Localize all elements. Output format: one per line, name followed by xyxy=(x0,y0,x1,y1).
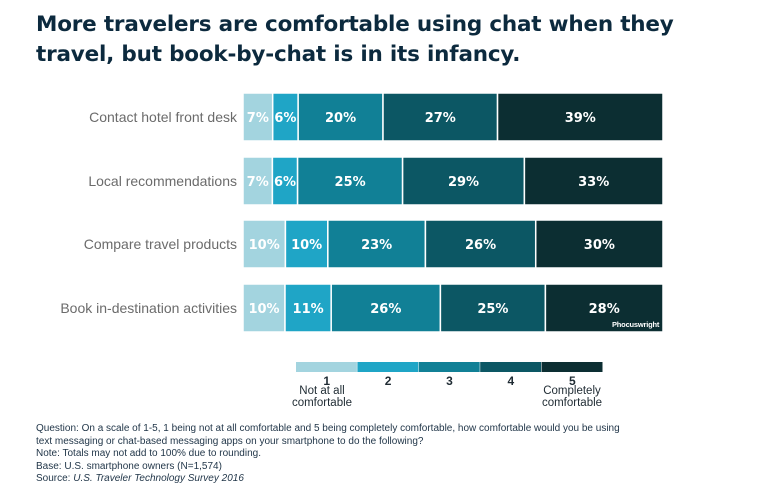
bar-segment-level-4 xyxy=(424,219,537,269)
footnote-note: Note: Totals may not add to 100% due to … xyxy=(36,448,261,459)
chart-footnotes: Question: On a scale of 1-5, 1 being not… xyxy=(36,423,736,486)
category-label: Local recommendations xyxy=(88,173,237,189)
bar-data-label: 27% xyxy=(425,111,456,126)
category-label: Compare travel products xyxy=(84,236,237,252)
chart-title: More travelers are comfortable using cha… xyxy=(36,10,736,70)
bar-data-label: 10% xyxy=(248,302,279,317)
bar-segment-level-1 xyxy=(242,219,287,269)
bar-segment-level-5 xyxy=(523,156,664,206)
footnote-source-prefix: Source: xyxy=(36,473,74,484)
legend-low-label-line-1: Not at all xyxy=(299,385,345,397)
legend-low-end-label: Not at all comfortable xyxy=(282,385,362,409)
footnote-source-title: U.S. Traveler Technology Survey 2016 xyxy=(73,473,244,484)
chart-title-line-1: More travelers are comfortable using cha… xyxy=(36,12,674,37)
legend-swatch-level-5 xyxy=(541,362,603,372)
bar-data-label: 10% xyxy=(249,238,280,253)
bar-data-label: 25% xyxy=(335,175,366,190)
legend-swatch-level-1 xyxy=(296,362,357,372)
legend-low-label-line-2: comfortable xyxy=(291,397,353,409)
legend-level-label: 2 xyxy=(385,374,392,388)
footnote-question-line-1: Question: On a scale of 1-5, 1 being not… xyxy=(36,423,620,434)
chart-title-line-2: travel, but book-by-chat is in its infan… xyxy=(36,42,521,67)
bar-data-label: 6% xyxy=(274,175,296,190)
stacked-bar-chart: Contact hotel front desk 7% 6% 20% 27% 39%Loc… xyxy=(60,92,664,388)
bar-segment-level-3 xyxy=(296,156,404,206)
category-label: Book in-destination activities xyxy=(60,300,237,316)
bar-segment-level-2 xyxy=(284,219,329,269)
bar-segment-level-3 xyxy=(327,219,427,269)
legend-swatch-level-3 xyxy=(418,362,480,372)
bar-segment-level-1 xyxy=(242,156,274,206)
footnote-question-line-2: text messaging or chat-based messaging a… xyxy=(36,435,424,447)
legend-high-end-label: Completely comfortable xyxy=(532,385,612,409)
footnote-source: Source: U.S. Traveler Technology Survey … xyxy=(36,473,736,486)
bar-data-label: 20% xyxy=(325,111,356,126)
bar-data-label: 23% xyxy=(361,238,392,253)
bar-data-label: 30% xyxy=(584,238,615,253)
footnote-base: Base: U.S. smartphone owners (N=1,574) xyxy=(36,460,222,472)
bar-data-label: 10% xyxy=(291,238,322,253)
bar-data-label: 28% xyxy=(589,302,620,317)
category-label: Contact hotel front desk xyxy=(89,109,238,125)
bar-data-label: 39% xyxy=(565,111,596,126)
bar-segment-level-5 xyxy=(544,283,664,333)
legend-swatch-level-4 xyxy=(480,362,542,372)
bar-data-label: 11% xyxy=(293,302,324,317)
bar-segment-level-4 xyxy=(382,92,499,142)
bar-segment-level-2 xyxy=(284,283,332,333)
bar-data-label: 26% xyxy=(370,302,401,317)
legend-level-label: 3 xyxy=(446,374,453,388)
bar-data-label: 6% xyxy=(274,111,296,126)
bar-data-label: 7% xyxy=(247,111,269,126)
bar-data-label: 26% xyxy=(465,238,496,253)
bar-segment-level-4 xyxy=(401,156,526,206)
bar-data-label: 29% xyxy=(448,175,479,190)
legend-level-label: 5 xyxy=(569,374,576,388)
bar-data-label: 7% xyxy=(247,175,269,190)
bar-segment-level-5 xyxy=(534,219,664,269)
legend-swatch-level-2 xyxy=(357,362,419,372)
legend-level-label: 1 xyxy=(323,374,330,388)
bar-segment-level-5 xyxy=(496,92,664,142)
bar-segment-level-3 xyxy=(330,283,442,333)
bar-segment-level-1 xyxy=(242,92,274,142)
legend-level-label: 4 xyxy=(508,374,515,388)
bar-data-label: 33% xyxy=(578,175,609,190)
legend-high-label-line-2: comfortable xyxy=(541,397,603,409)
legend-high-label-line-1: Completely xyxy=(543,385,601,397)
phocuswright-watermark: Phocuswright xyxy=(612,320,660,329)
bar-data-label: 25% xyxy=(477,302,508,317)
